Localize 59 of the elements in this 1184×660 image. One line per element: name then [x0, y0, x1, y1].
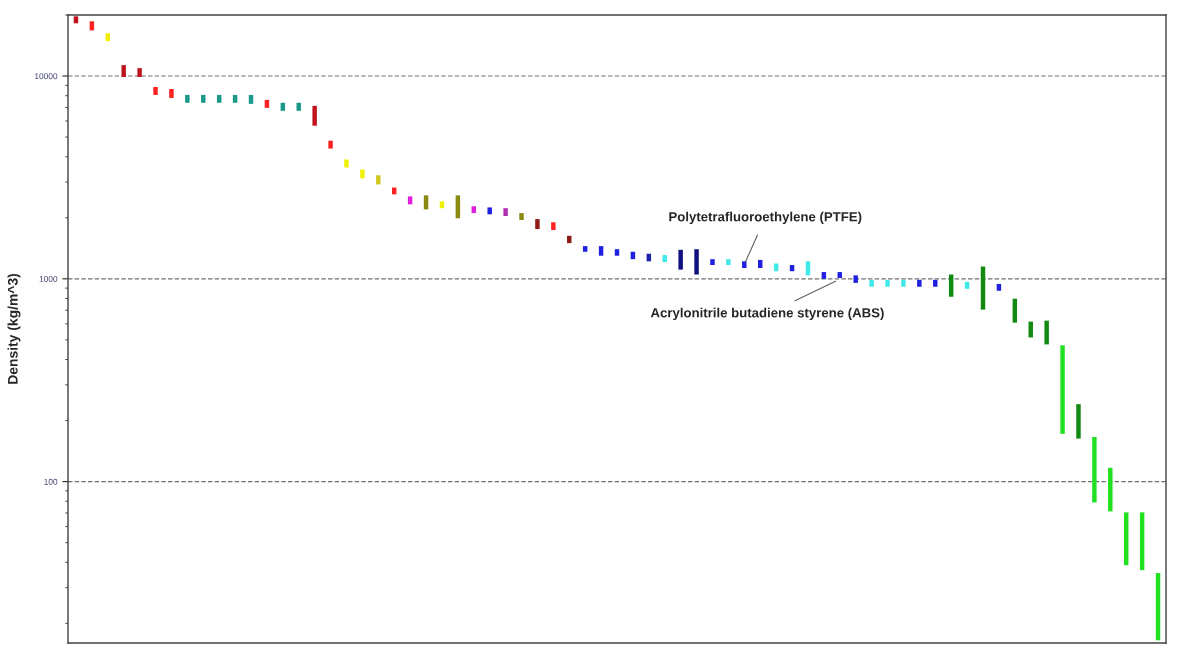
bar	[742, 261, 747, 269]
bar	[153, 87, 158, 95]
bar	[837, 272, 843, 278]
bar	[216, 94, 222, 103]
y-axis-title: Density (kg/m^3)	[7, 273, 21, 384]
bar	[614, 249, 620, 256]
bar	[137, 68, 142, 78]
bar	[360, 169, 365, 179]
bar	[1044, 320, 1049, 345]
bar	[662, 255, 667, 263]
bar	[121, 65, 126, 78]
bar	[169, 89, 174, 98]
bar	[1076, 404, 1081, 439]
bar	[726, 259, 731, 265]
bar	[73, 16, 79, 24]
annotation: Polytetrafluoroethylene (PTFE)	[669, 211, 862, 224]
bar	[885, 279, 890, 287]
bar	[376, 175, 381, 185]
bar	[1139, 512, 1145, 571]
bar	[853, 275, 858, 283]
bar	[471, 206, 477, 214]
bar	[105, 33, 111, 42]
annotation: Acrylonitrile butadiene styrene (ABS)	[650, 307, 884, 321]
y-tick-label: 10000	[35, 73, 58, 80]
bar	[248, 94, 254, 104]
bar	[694, 249, 699, 275]
bar	[503, 208, 508, 217]
bar	[1092, 436, 1097, 503]
bar	[901, 279, 906, 287]
bar	[996, 283, 1002, 291]
bar	[1012, 298, 1018, 323]
bar	[869, 279, 874, 287]
bar	[344, 159, 349, 168]
bar	[185, 94, 190, 103]
bar	[487, 207, 492, 215]
bar	[964, 281, 970, 289]
bar	[933, 279, 938, 287]
bar	[407, 196, 413, 205]
bar	[439, 201, 445, 209]
y-tick-label: 100	[44, 478, 58, 485]
bar	[519, 213, 524, 221]
bar	[328, 140, 333, 149]
bar	[1060, 345, 1065, 434]
bar	[917, 279, 922, 287]
bar	[455, 195, 461, 219]
bar	[312, 105, 317, 126]
bar	[598, 246, 604, 256]
bar	[551, 222, 556, 231]
y-tick-label: 1000	[39, 276, 58, 282]
bar	[710, 259, 715, 265]
bar	[1108, 467, 1113, 512]
bar	[980, 266, 986, 310]
bar	[232, 94, 238, 103]
bar	[678, 249, 683, 270]
bar	[582, 246, 588, 252]
bar	[1123, 512, 1129, 566]
bar	[201, 94, 206, 103]
bar	[535, 219, 540, 230]
bar	[821, 272, 827, 279]
